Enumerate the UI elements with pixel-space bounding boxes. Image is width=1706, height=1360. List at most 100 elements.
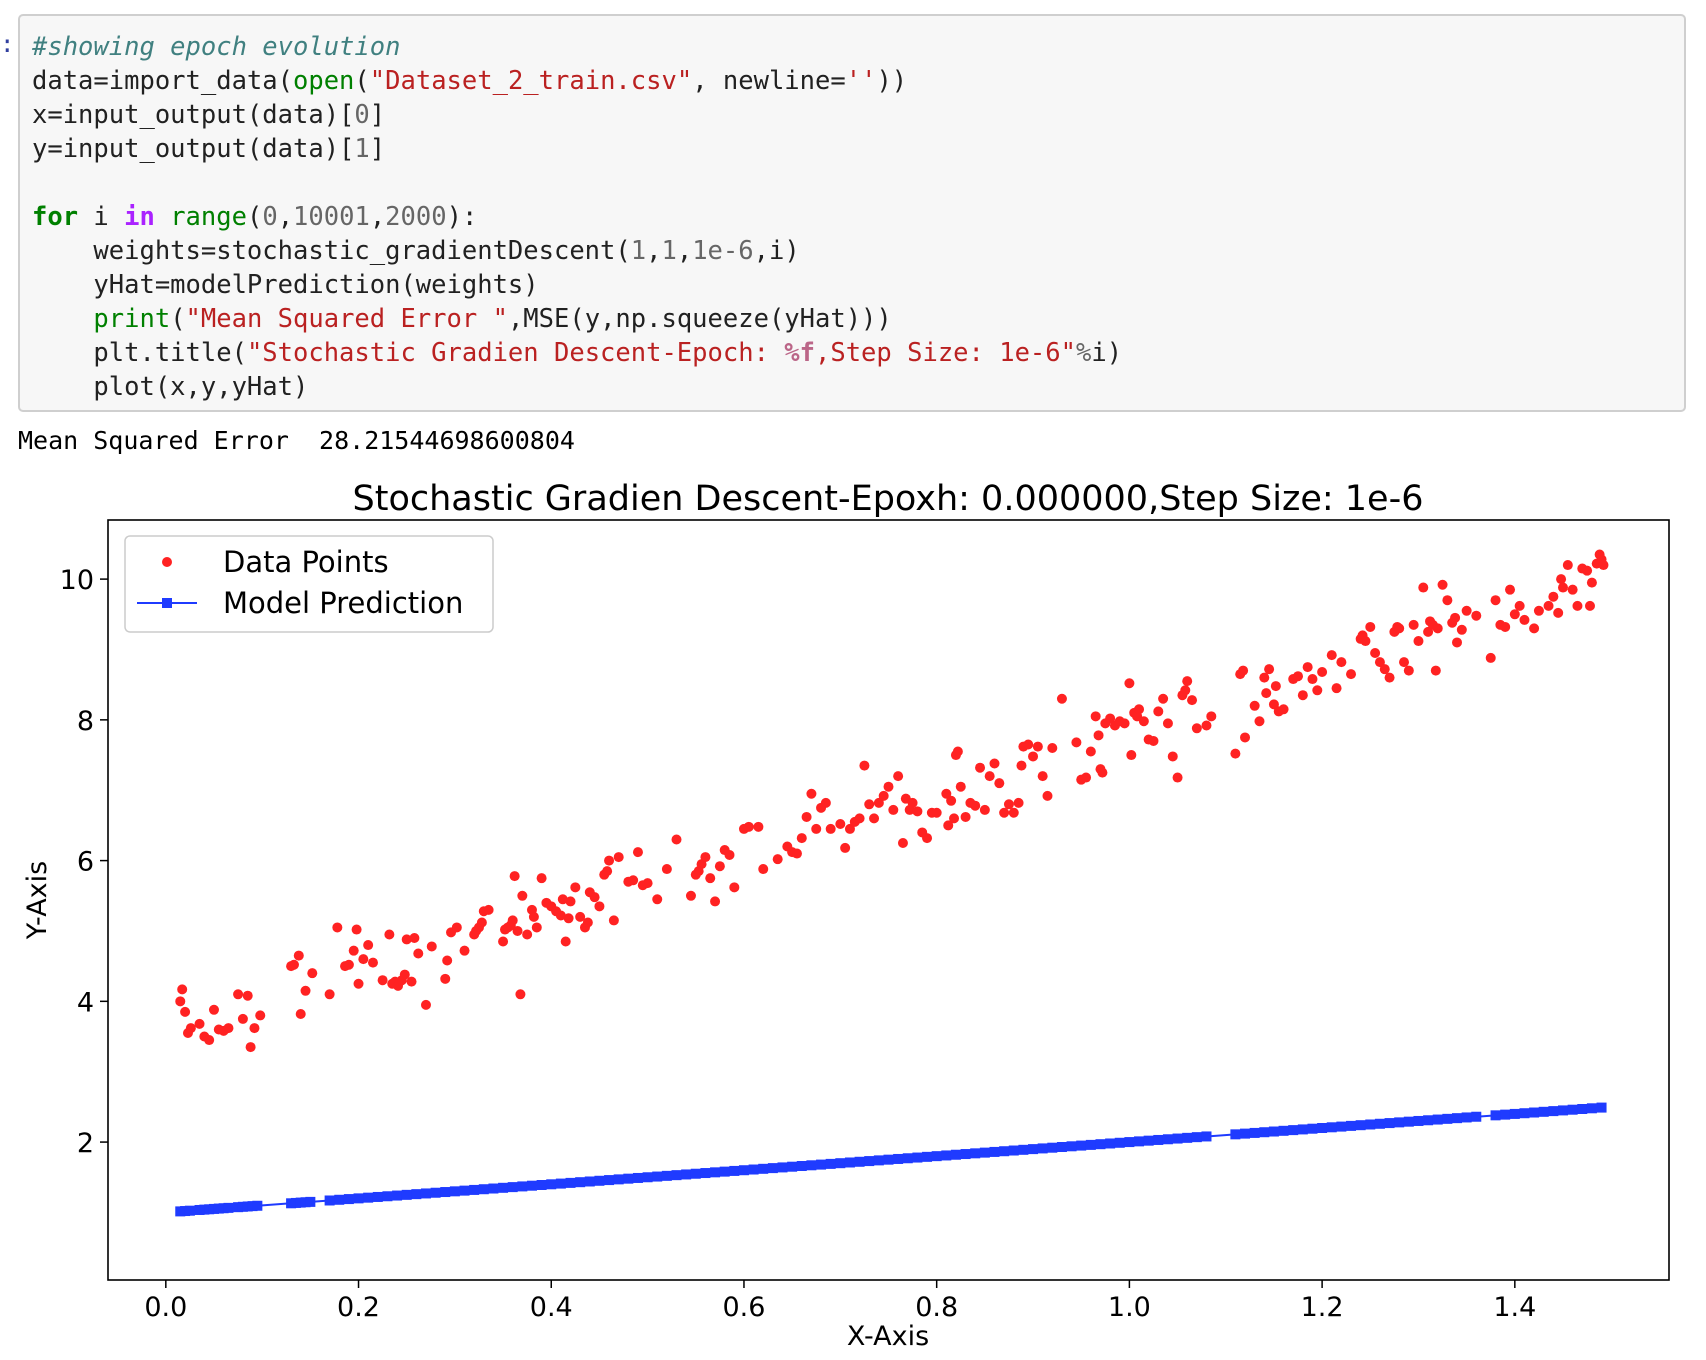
- data-point: [753, 821, 764, 832]
- data-point: [975, 762, 986, 773]
- model-prediction-marker: [1403, 1116, 1414, 1127]
- chart-title: Stochastic Gradien Descent-Epoxh: 0.0000…: [353, 479, 1424, 519]
- data-point: [594, 901, 605, 912]
- data-point: [575, 911, 586, 922]
- data-point: [1085, 746, 1096, 757]
- code-token: ]: [369, 100, 386, 130]
- model-prediction-marker: [825, 1158, 836, 1169]
- model-prediction-marker: [1114, 1137, 1125, 1148]
- data-point: [1346, 669, 1357, 680]
- data-point: [955, 781, 966, 792]
- data-point: [1090, 711, 1101, 722]
- code-string: '': [845, 66, 877, 96]
- code-format-spec: %f: [784, 338, 815, 368]
- data-point: [949, 813, 960, 824]
- data-point: [1167, 751, 1178, 762]
- data-point: [1556, 574, 1567, 585]
- data-point: [401, 934, 412, 945]
- y-tick-label: 6: [77, 847, 94, 878]
- data-point: [1500, 621, 1511, 632]
- data-point: [440, 973, 451, 984]
- model-prediction-marker: [546, 1179, 557, 1190]
- axis-ticks: 0.0 0.2 0.4 0.6 0.8 1.0 1.2 1.4 2 4 6 8 10: [60, 565, 1537, 1323]
- model-prediction-marker: [1384, 1118, 1395, 1129]
- model-prediction-marker: [1076, 1140, 1087, 1151]
- mse-label: Mean Squared Error: [18, 426, 304, 455]
- data-point: [1399, 657, 1410, 668]
- data-point: [1003, 799, 1014, 810]
- data-point: [661, 864, 672, 875]
- model-prediction-marker: [854, 1156, 865, 1167]
- model-prediction-marker: [1394, 1117, 1405, 1128]
- code-keyword: for: [32, 202, 79, 232]
- model-prediction-marker: [989, 1146, 1000, 1157]
- data-point: [1418, 582, 1429, 593]
- data-point: [223, 1023, 234, 1034]
- data-point: [442, 955, 453, 966]
- data-point: [994, 778, 1005, 789]
- model-prediction-marker: [1346, 1120, 1357, 1131]
- data-point: [888, 804, 899, 815]
- code-line-8: yHat=modelPrediction(weights): [32, 270, 538, 300]
- data-point: [180, 1006, 191, 1017]
- model-prediction-marker: [816, 1159, 827, 1170]
- code-token: [155, 202, 170, 232]
- model-prediction-marker: [1567, 1104, 1578, 1115]
- data-point: [237, 1013, 248, 1024]
- code-string: "Mean Squared Error ": [185, 304, 508, 334]
- data-point: [406, 976, 417, 987]
- data-point: [531, 922, 542, 933]
- code-cell[interactable]: #showing epoch evolution data=import_dat…: [18, 14, 1686, 412]
- data-point: [1598, 560, 1609, 571]
- data-point: [351, 924, 362, 935]
- data-point: [451, 922, 462, 933]
- data-point: [931, 807, 942, 818]
- data-point: [1016, 760, 1027, 771]
- model-prediction-marker: [411, 1189, 422, 1200]
- code-editor[interactable]: #showing epoch evolution data=import_dat…: [32, 30, 1122, 404]
- legend-data-points-marker: [162, 557, 172, 567]
- data-point: [1326, 650, 1337, 661]
- data-point: [459, 945, 470, 956]
- data-point: [984, 771, 995, 782]
- code-string: "Stochastic Gradien Descent-Epoch:: [246, 338, 785, 368]
- legend-model-prediction-label: Model Prediction: [223, 586, 463, 620]
- model-prediction-marker: [681, 1169, 692, 1180]
- code-number: 0: [262, 202, 278, 232]
- code-token: (: [246, 202, 263, 232]
- model-prediction-marker: [440, 1187, 451, 1198]
- code-token: i): [1091, 338, 1123, 368]
- code-token: plot(x,y,yHat): [32, 372, 309, 402]
- model-prediction-marker: [401, 1189, 412, 1200]
- model-prediction-marker: [690, 1168, 701, 1179]
- data-point: [1191, 723, 1202, 734]
- model-prediction-marker: [1365, 1119, 1376, 1130]
- data-point: [522, 929, 533, 940]
- data-point: [604, 855, 615, 866]
- data-point: [1071, 737, 1082, 748]
- data-point: [1124, 678, 1135, 689]
- data-point: [943, 820, 954, 831]
- data-point: [1485, 652, 1496, 663]
- code-token: weights=stochastic_gradientDescent(: [32, 236, 631, 266]
- data-point: [1553, 607, 1564, 618]
- data-point: [563, 913, 574, 924]
- data-point: [854, 813, 865, 824]
- data-point: [1562, 560, 1573, 571]
- data-point: [1293, 671, 1304, 682]
- y-tick-label: 10: [60, 565, 94, 596]
- data-point: [1206, 711, 1217, 722]
- data-point: [873, 797, 884, 808]
- data-point: [1153, 706, 1164, 717]
- data-point: [1584, 600, 1595, 611]
- model-prediction-marker: [1509, 1108, 1520, 1119]
- data-point: [743, 821, 754, 832]
- legend-model-prediction-marker: [162, 598, 172, 608]
- model-prediction-marker: [642, 1172, 653, 1183]
- model-prediction-marker: [1066, 1141, 1077, 1152]
- model-prediction-marker: [912, 1152, 923, 1163]
- data-point: [1456, 624, 1467, 635]
- data-point: [907, 797, 918, 808]
- model-prediction-marker: [334, 1194, 345, 1205]
- data-point: [426, 941, 437, 952]
